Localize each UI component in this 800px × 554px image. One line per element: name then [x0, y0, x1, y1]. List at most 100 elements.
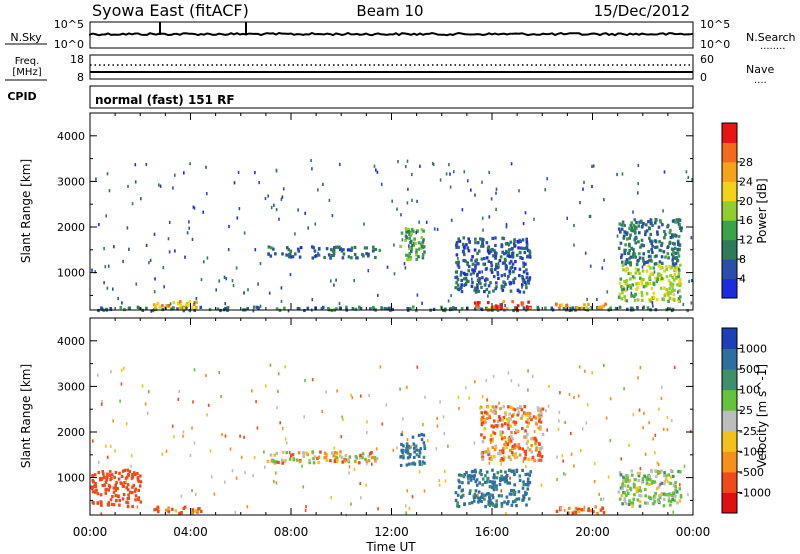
data-cell: [672, 491, 675, 495]
data-cell: [510, 469, 513, 474]
data-cell: [490, 501, 493, 505]
data-cell: [545, 409, 547, 413]
data-cell: [488, 290, 491, 294]
data-cell: [522, 279, 525, 283]
data-cell: [609, 439, 612, 443]
data-cell: [365, 252, 368, 256]
data-cell: [375, 168, 377, 172]
data-cell: [509, 240, 513, 244]
data-cell: [486, 398, 488, 402]
data-cell: [480, 244, 483, 248]
data-cell: [462, 258, 465, 263]
data-cell: [481, 495, 484, 499]
data-cell: [136, 478, 140, 482]
data-cell: [507, 371, 510, 375]
data-cell: [510, 162, 513, 166]
data-cell: [632, 497, 635, 501]
data-cell: [471, 474, 475, 478]
data-cell: [474, 301, 477, 305]
data-cell: [499, 478, 502, 483]
colorbar-tick-label: 100: [739, 384, 760, 397]
data-cell: [496, 272, 500, 276]
data-cell: [622, 475, 625, 479]
data-cell: [481, 394, 484, 399]
data-cell: [589, 509, 593, 513]
data-cell: [623, 387, 625, 391]
data-cell: [501, 430, 504, 434]
data-cell: [503, 252, 506, 256]
colorbar-tick-label: -1000: [739, 486, 771, 499]
data-cell: [448, 163, 450, 167]
data-cell: [633, 493, 636, 497]
data-cell: [502, 280, 505, 284]
data-cell: [616, 234, 619, 238]
data-cell: [620, 223, 624, 227]
data-cell: [263, 450, 265, 454]
data-cell: [645, 223, 648, 227]
data-cell: [562, 307, 566, 311]
data-cell: [420, 244, 424, 248]
data-cell: [673, 242, 676, 246]
data-cell: [667, 492, 670, 497]
data-cell: [92, 439, 94, 443]
data-cell: [193, 206, 196, 210]
data-cell: [342, 252, 346, 256]
data-cell: [488, 170, 490, 174]
data-cell: [487, 259, 491, 263]
data-cell: [479, 237, 482, 241]
data-cell: [633, 293, 637, 297]
data-cell: [410, 227, 414, 232]
data-cell: [360, 394, 362, 398]
data-cell: [193, 368, 196, 372]
data-cell: [375, 456, 379, 461]
data-cell: [184, 303, 188, 307]
data-cell: [530, 450, 533, 454]
data-cell: [442, 415, 445, 419]
data-cell: [112, 503, 116, 507]
data-cell: [505, 266, 508, 270]
data-cell: [405, 236, 409, 240]
data-cell: [486, 477, 489, 481]
data-cell: [267, 245, 271, 249]
data-cell: [576, 507, 579, 512]
data-cell: [488, 215, 491, 219]
data-cell: [97, 470, 100, 475]
data-cell: [427, 439, 429, 443]
data-cell: [304, 211, 306, 215]
data-cell: [540, 454, 544, 459]
data-cell: [416, 293, 419, 297]
data-cell: [524, 492, 527, 496]
data-cell: [328, 198, 331, 202]
data-cell: [522, 290, 526, 294]
data-cell: [196, 509, 199, 513]
data-cell: [507, 416, 511, 420]
data-cell: [617, 490, 621, 494]
data-cell: [593, 462, 596, 466]
data-cell: [565, 304, 568, 308]
data-cell: [668, 307, 672, 311]
data-cell: [525, 420, 528, 424]
data-cell: [134, 487, 137, 491]
data-cell: [500, 462, 502, 466]
data-cell: [483, 480, 487, 484]
data-cell: [667, 256, 670, 260]
data-cell: [284, 459, 287, 463]
data-cell: [243, 231, 246, 235]
data-cell: [378, 248, 382, 252]
data-cell: [125, 486, 128, 490]
data-cell: [492, 275, 496, 279]
data-cell: [573, 223, 575, 228]
power-frame: [89, 112, 694, 311]
data-cell: [275, 451, 279, 455]
data-cell: [139, 474, 142, 478]
data-cell: [275, 471, 277, 475]
data-cell: [669, 503, 672, 507]
data-cell: [508, 271, 512, 276]
data-cell: [670, 265, 674, 269]
data-cell: [679, 483, 681, 487]
data-cell: [133, 472, 137, 476]
data-cell: [668, 264, 671, 269]
data-cell: [635, 262, 639, 267]
data-cell: [663, 170, 666, 174]
data-cell: [377, 507, 379, 511]
